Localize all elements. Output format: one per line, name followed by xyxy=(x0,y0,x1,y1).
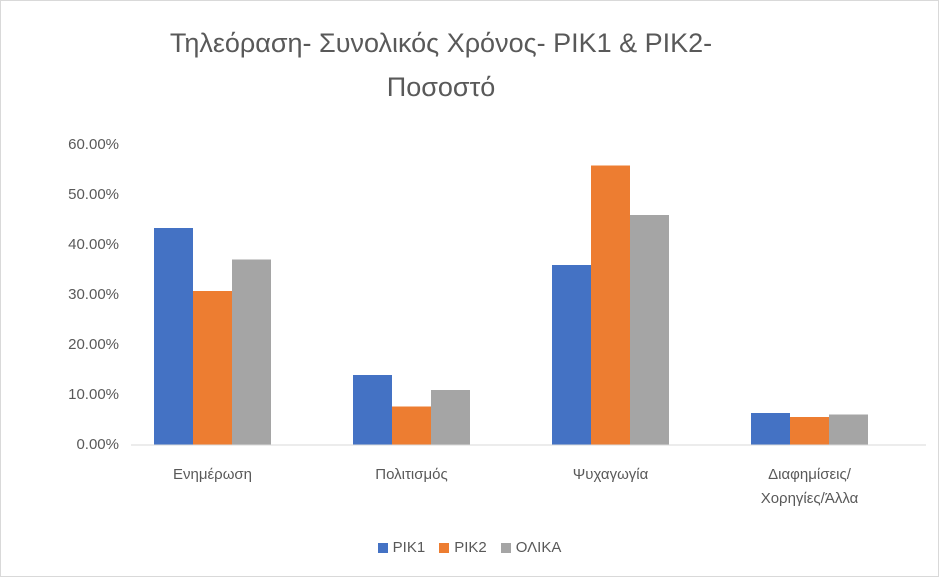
legend-item: ΡΙΚ1 xyxy=(377,539,426,556)
y-tick-label: 0.00% xyxy=(76,436,119,453)
bar xyxy=(431,390,470,445)
y-tick-label: 50.00% xyxy=(68,186,119,203)
legend-swatch xyxy=(377,542,388,553)
x-tick-label: Ενημέρωση xyxy=(172,466,253,483)
chart-title: Τηλεόραση- Συνολικός Χρόνος- ΡΙΚ1 & ΡΙΚ2… xyxy=(169,28,713,102)
bar xyxy=(392,406,431,445)
legend-label: ΡΙΚ2 xyxy=(454,539,487,556)
x-tick-label: Πολιτισμός xyxy=(375,466,448,483)
bar xyxy=(353,375,392,445)
legend: ΡΙΚ1 ΡΙΚ2 ΟΛΙΚΑ xyxy=(1,539,938,556)
legend-swatch xyxy=(500,542,511,553)
bar xyxy=(552,265,591,445)
legend-label: ΟΛΙΚΑ xyxy=(515,539,562,556)
bar xyxy=(790,417,829,445)
bar xyxy=(591,165,630,445)
bar xyxy=(154,228,193,445)
bar xyxy=(829,414,868,445)
bar xyxy=(193,291,232,445)
legend-swatch xyxy=(439,542,450,553)
x-tick-label: Διαφημίσεις/ Χορηγίες/Άλλα xyxy=(760,466,859,507)
x-tick-label: Ψυχαγωγία xyxy=(572,466,649,483)
bar xyxy=(751,413,790,445)
y-tick-label: 10.00% xyxy=(68,386,119,403)
y-tick-label: 60.00% xyxy=(68,136,119,153)
legend-label: ΡΙΚ1 xyxy=(392,539,426,556)
legend-item: ΡΙΚ2 xyxy=(439,539,487,556)
bar xyxy=(232,259,271,445)
legend-item: ΟΛΙΚΑ xyxy=(500,539,562,556)
y-tick-label: 40.00% xyxy=(68,236,119,253)
bar xyxy=(630,215,669,445)
y-tick-label: 30.00% xyxy=(68,286,119,303)
y-tick-label: 20.00% xyxy=(68,336,119,353)
